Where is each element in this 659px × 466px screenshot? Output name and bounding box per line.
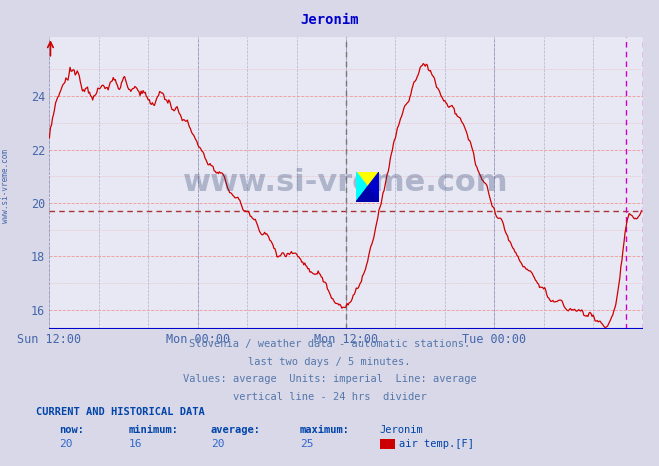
- Text: www.si-vreme.com: www.si-vreme.com: [1, 150, 10, 223]
- Text: Values: average  Units: imperial  Line: average: Values: average Units: imperial Line: av…: [183, 374, 476, 384]
- Text: vertical line - 24 hrs  divider: vertical line - 24 hrs divider: [233, 392, 426, 402]
- Text: 16: 16: [129, 439, 142, 449]
- Text: 20: 20: [211, 439, 224, 449]
- Text: Jeronim: Jeronim: [301, 13, 358, 27]
- Text: 20: 20: [59, 439, 72, 449]
- Polygon shape: [368, 172, 379, 202]
- Text: Jeronim: Jeronim: [379, 425, 422, 435]
- Text: average:: average:: [211, 425, 261, 435]
- Polygon shape: [357, 172, 379, 202]
- Polygon shape: [357, 187, 379, 202]
- Text: CURRENT AND HISTORICAL DATA: CURRENT AND HISTORICAL DATA: [36, 407, 205, 418]
- Text: air temp.[F]: air temp.[F]: [399, 439, 474, 449]
- Polygon shape: [357, 172, 368, 202]
- Text: www.si-vreme.com: www.si-vreme.com: [183, 168, 509, 198]
- Text: minimum:: minimum:: [129, 425, 179, 435]
- Text: Slovenia / weather data - automatic stations.: Slovenia / weather data - automatic stat…: [189, 339, 470, 349]
- Text: now:: now:: [59, 425, 84, 435]
- Text: 25: 25: [300, 439, 313, 449]
- Text: maximum:: maximum:: [300, 425, 350, 435]
- Text: last two days / 5 minutes.: last two days / 5 minutes.: [248, 356, 411, 367]
